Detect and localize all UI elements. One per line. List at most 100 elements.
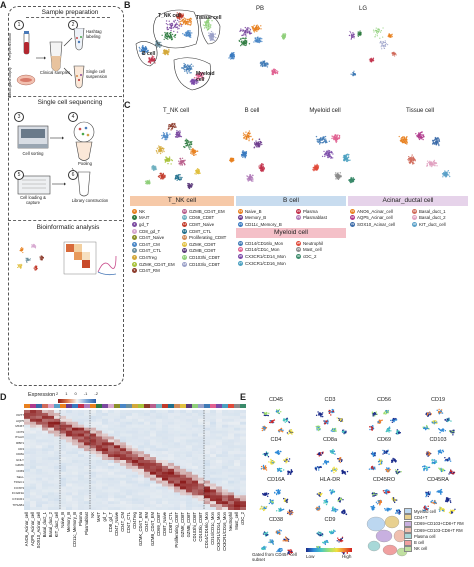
heatmap-cell	[180, 495, 187, 499]
umap-point	[206, 22, 209, 24]
heatmap-cell	[78, 489, 85, 493]
heatmap-cell	[180, 433, 187, 437]
umap-point	[253, 31, 256, 33]
heatmap-cell	[186, 501, 193, 505]
umap-point	[152, 56, 155, 58]
umap-point	[21, 247, 23, 249]
heatmap-cell	[150, 415, 157, 420]
heatmap-cell	[126, 436, 133, 440]
umap-point	[243, 133, 246, 136]
heatmap-cell	[54, 454, 61, 458]
heatmap-cell	[84, 483, 91, 487]
heatmap-cell	[210, 486, 217, 490]
heatmap-cell	[222, 412, 229, 417]
umap-point	[146, 183, 148, 185]
heatmap-cell	[138, 415, 145, 420]
heatmap-cell	[150, 457, 157, 461]
umap-point	[242, 154, 244, 156]
heatmap-cell	[222, 480, 229, 484]
heatmap-cell	[42, 439, 49, 443]
legend-label: Basal_duct_2	[419, 215, 446, 221]
umap-point	[207, 20, 209, 22]
umap-point	[434, 136, 437, 139]
heatmap-cell	[210, 445, 217, 449]
umap-point	[195, 80, 198, 83]
heatmap-cell	[162, 486, 169, 490]
heatmap-cell	[144, 430, 151, 434]
umap-point	[378, 29, 381, 31]
heatmap-cell	[90, 462, 97, 467]
heatmap-cell	[54, 424, 61, 428]
heatmap-cell	[120, 489, 127, 493]
umap-point	[233, 53, 235, 56]
heatmap-cell	[180, 492, 187, 496]
heatmap-cell	[48, 448, 55, 452]
heatmap-cell	[204, 410, 211, 414]
legend-label: CD103lo_CD8T	[189, 261, 220, 267]
umap-point	[329, 155, 331, 157]
marker-point	[265, 412, 267, 415]
legend-item: 4 CD4T_Naive	[132, 234, 182, 241]
heatmap-cell	[54, 492, 61, 496]
heatmap-cell	[156, 412, 163, 417]
heatmap-cell	[60, 439, 67, 443]
umap-point	[244, 30, 247, 32]
marker-point	[287, 433, 289, 435]
marker-point	[268, 421, 271, 424]
heatmap-cell	[102, 480, 109, 484]
umap-point	[321, 155, 324, 158]
heatmap-cell	[108, 454, 115, 458]
cluster-color-bar	[168, 404, 175, 408]
cluster-outline	[135, 41, 158, 67]
heatmap-cell	[84, 489, 91, 493]
umap-point	[248, 27, 250, 29]
step-5: 5	[14, 170, 24, 180]
umap-point	[391, 35, 393, 38]
umap-point	[245, 131, 247, 133]
umap-point	[180, 67, 183, 69]
heatmap-cell	[36, 445, 43, 449]
legend-item: 32 AQP5_Acinar_cell	[350, 215, 412, 222]
heatmap-cell	[168, 454, 175, 458]
umap-point	[330, 150, 333, 153]
heatmap-cell	[222, 415, 229, 420]
heatmap-cell	[36, 462, 43, 467]
heatmap-cell	[114, 442, 121, 446]
heatmap-cell	[174, 433, 181, 437]
heatmap-cell	[162, 451, 169, 455]
legend-label: CD8T_CTL	[189, 228, 212, 234]
heatmap-cell	[180, 460, 187, 464]
umap-point	[164, 50, 167, 52]
umap-point	[263, 169, 265, 171]
heatmap-cell	[36, 486, 43, 490]
heatmap-cell	[156, 465, 163, 470]
umap-point	[166, 53, 168, 55]
heatmap-cell	[24, 418, 31, 422]
umap-point	[406, 136, 408, 138]
heatmap-cell	[66, 433, 73, 437]
heatmap-cell	[180, 430, 187, 434]
umap-point	[189, 30, 191, 32]
heatmap-cell	[36, 507, 43, 510]
umap-point	[242, 150, 244, 152]
heatmap-cell	[36, 498, 43, 502]
heatmap-cell	[48, 471, 55, 475]
heatmap-row-label: CD69	[16, 469, 24, 473]
heatmap-cell	[210, 504, 217, 508]
heatmap-cell	[24, 415, 31, 420]
heatmap-cell	[72, 421, 79, 425]
heatmap-cell	[138, 439, 145, 443]
heatmap-cell	[48, 451, 55, 455]
heatmap-cell	[138, 474, 145, 478]
heatmap-cell	[114, 480, 121, 484]
heatmap-cell	[156, 504, 163, 508]
heatmap-cell	[228, 460, 235, 464]
heatmap-cell	[30, 460, 37, 464]
section-sequencing: Single cell sequencing	[37, 99, 103, 106]
umap-point	[156, 44, 158, 47]
legend-swatch: 35	[412, 215, 417, 221]
legend-swatch: 22	[296, 208, 301, 214]
heatmap-cell	[42, 436, 49, 440]
heatmap-cell	[150, 439, 157, 443]
heatmap-cell	[156, 427, 163, 431]
